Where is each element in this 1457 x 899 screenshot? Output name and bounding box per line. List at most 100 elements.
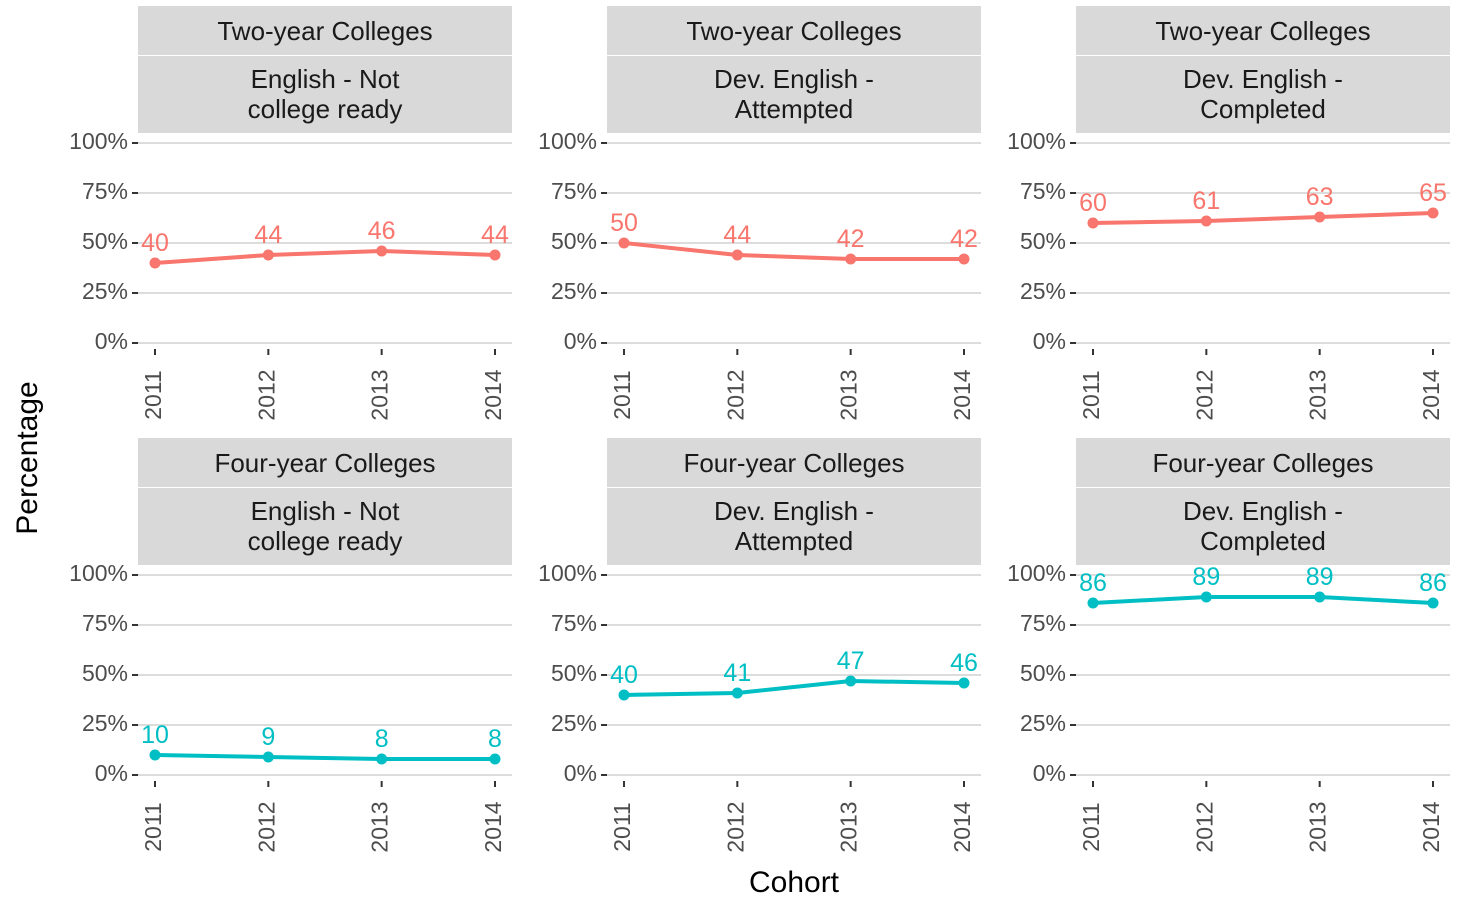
data-point — [1427, 207, 1439, 219]
row-strip — [1076, 6, 1450, 55]
row-strip-label: Two-year Colleges — [1155, 16, 1370, 46]
y-tick-label: 25% — [82, 710, 128, 736]
col-strip-label: Completed — [1200, 526, 1326, 556]
data-point — [1314, 211, 1326, 223]
y-tick-label: 25% — [1020, 710, 1066, 736]
y-tick-label: 0% — [1033, 760, 1066, 786]
y-tick-label: 75% — [551, 610, 597, 636]
x-tick-label: 2011 — [1078, 370, 1104, 419]
row-strip — [138, 6, 512, 55]
x-tick-label: 2011 — [609, 802, 635, 851]
y-tick-label: 100% — [1007, 560, 1066, 586]
data-label: 46 — [950, 649, 978, 677]
row-strip-label: Four-year Colleges — [683, 448, 904, 478]
data-point — [1087, 217, 1099, 229]
x-tick-label: 2014 — [949, 801, 975, 852]
x-tick-label: 2012 — [1191, 801, 1217, 852]
y-tick-label: 100% — [538, 128, 597, 154]
data-label: 60 — [1079, 189, 1107, 217]
y-tick-label: 100% — [69, 128, 128, 154]
y-tick-label: 50% — [551, 660, 597, 686]
data-point — [489, 249, 501, 261]
y-tick-label: 100% — [538, 560, 597, 586]
data-point — [731, 249, 743, 261]
facet-panel: Four-year Colleges Dev. English -Complete… — [1007, 438, 1450, 853]
y-tick-label: 75% — [1020, 178, 1066, 204]
y-tick-label: 50% — [1020, 660, 1066, 686]
row-strip-label: Two-year Colleges — [217, 16, 432, 46]
x-tick-label: 2013 — [836, 801, 862, 852]
x-tick-label: 2012 — [253, 369, 279, 420]
y-tick-label: 100% — [69, 560, 128, 586]
data-label: 8 — [488, 725, 502, 753]
y-tick-label: 25% — [82, 278, 128, 304]
row-strip — [1076, 438, 1450, 487]
series-line — [623, 679, 965, 697]
data-label: 65 — [1419, 179, 1447, 207]
col-strip-label: Dev. English - — [1183, 496, 1343, 526]
col-strip — [607, 56, 981, 133]
data-point — [845, 253, 857, 265]
series-line — [1092, 595, 1434, 605]
data-label: 40 — [610, 661, 638, 689]
data-point — [262, 751, 274, 763]
y-axis-title: Percentage — [11, 381, 44, 534]
data-point — [618, 689, 630, 701]
data-label: 89 — [1306, 563, 1334, 591]
facet-panel: Four-year Colleges Dev. English -Attempte… — [538, 438, 981, 853]
y-tick-label: 50% — [1020, 228, 1066, 254]
data-point — [149, 257, 161, 269]
col-strip-label: Dev. English - — [714, 64, 874, 94]
row-strip-label: Four-year Colleges — [214, 448, 435, 478]
x-tick-label: 2012 — [722, 801, 748, 852]
x-tick-label: 2012 — [253, 801, 279, 852]
data-point — [731, 687, 743, 699]
data-point — [958, 677, 970, 689]
x-tick-label: 2013 — [1305, 369, 1331, 420]
x-tick-label: 2014 — [1418, 801, 1444, 852]
data-label: 42 — [950, 225, 978, 253]
y-tick-label: 75% — [82, 178, 128, 204]
series-line — [154, 249, 496, 265]
row-strip-label: Two-year Colleges — [686, 16, 901, 46]
data-label: 86 — [1079, 569, 1107, 597]
data-point — [1200, 591, 1212, 603]
y-tick-label: 100% — [1007, 128, 1066, 154]
col-strip-label: college ready — [248, 526, 403, 556]
series-line — [623, 241, 964, 261]
col-strip — [1076, 488, 1450, 565]
data-point — [1314, 591, 1326, 603]
data-label: 63 — [1306, 183, 1334, 211]
data-point — [489, 753, 501, 765]
y-tick-label: 25% — [551, 710, 597, 736]
data-label: 10 — [141, 721, 169, 749]
data-point — [376, 753, 388, 765]
col-strip — [1076, 56, 1450, 133]
row-strip — [607, 6, 981, 55]
facet-panel: Two-year Colleges Dev. English -Attempted… — [538, 6, 981, 421]
x-axis-title: Cohort — [749, 866, 840, 899]
data-label: 8 — [375, 725, 389, 753]
facet-panel: Two-year Colleges Dev. English -Completed… — [1007, 6, 1450, 421]
x-tick-label: 2013 — [836, 369, 862, 420]
y-tick-label: 0% — [1033, 328, 1066, 354]
x-tick-label: 2014 — [480, 801, 506, 852]
data-label: 86 — [1419, 569, 1447, 597]
x-tick-label: 2011 — [140, 802, 166, 851]
data-point — [958, 253, 970, 265]
x-tick-label: 2013 — [1305, 801, 1331, 852]
x-tick-label: 2012 — [722, 369, 748, 420]
col-strip — [138, 56, 512, 133]
row-strip-label: Four-year Colleges — [1152, 448, 1373, 478]
x-tick-label: 2012 — [1191, 369, 1217, 420]
data-label: 40 — [141, 229, 169, 257]
data-point — [1200, 215, 1212, 227]
y-tick-label: 50% — [82, 228, 128, 254]
col-strip-label: Attempted — [735, 526, 854, 556]
row-strip — [607, 438, 981, 487]
series-line — [154, 753, 495, 761]
y-tick-label: 0% — [564, 760, 597, 786]
x-tick-label: 2014 — [949, 369, 975, 420]
